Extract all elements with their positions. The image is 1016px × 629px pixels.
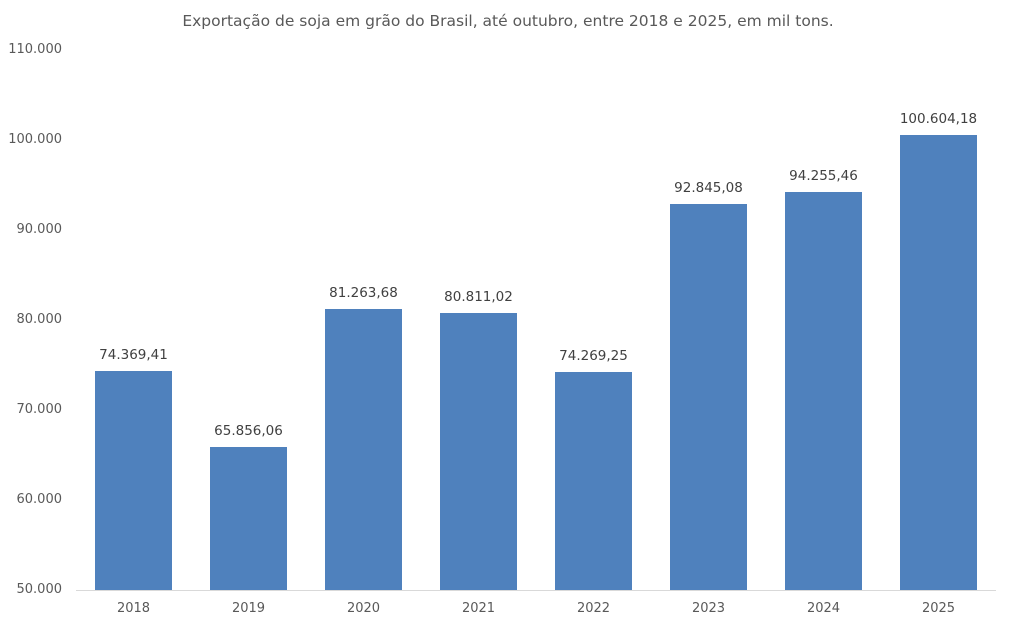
data-label: 65.856,06 (214, 423, 283, 440)
x-tick-label: 2018 (116, 601, 151, 616)
y-tick-label: 60.000 (16, 492, 63, 507)
y-tick-label: 90.000 (16, 222, 63, 237)
x-tick-label: 2021 (461, 601, 496, 616)
x-axis-line (76, 590, 996, 591)
y-tick-label: 70.000 (16, 402, 63, 417)
bar-2024 (785, 191, 862, 590)
y-tick-label: 100.000 (8, 132, 62, 147)
x-tick-label: 2019 (231, 601, 266, 616)
bar-2019 (210, 447, 287, 590)
data-label: 94.255,46 (789, 167, 858, 184)
x-tick-label: 2022 (576, 601, 611, 616)
x-tick-label: 2023 (691, 601, 726, 616)
bar-2025 (900, 134, 977, 590)
data-label: 74.269,25 (559, 347, 628, 364)
x-tick-label: 2024 (806, 601, 841, 616)
y-tick-label: 50.000 (16, 582, 63, 597)
bar-2023 (670, 204, 747, 590)
x-tick-label: 2020 (346, 601, 381, 616)
bar-2018 (95, 370, 172, 590)
y-tick-label: 80.000 (16, 312, 63, 327)
data-label: 100.604,18 (899, 110, 978, 127)
data-label: 81.263,68 (329, 284, 398, 301)
bar-2022 (555, 371, 632, 590)
data-label: 92.845,08 (674, 180, 743, 197)
data-label: 80.811,02 (444, 288, 513, 305)
bar-2021 (440, 312, 517, 590)
x-tick-label: 2025 (921, 601, 956, 616)
data-label: 74.369,41 (99, 346, 168, 363)
chart-title: Exportação de soja em grão do Brasil, at… (182, 12, 834, 30)
y-tick-label: 110.000 (8, 42, 62, 57)
bar-2020 (325, 308, 402, 590)
